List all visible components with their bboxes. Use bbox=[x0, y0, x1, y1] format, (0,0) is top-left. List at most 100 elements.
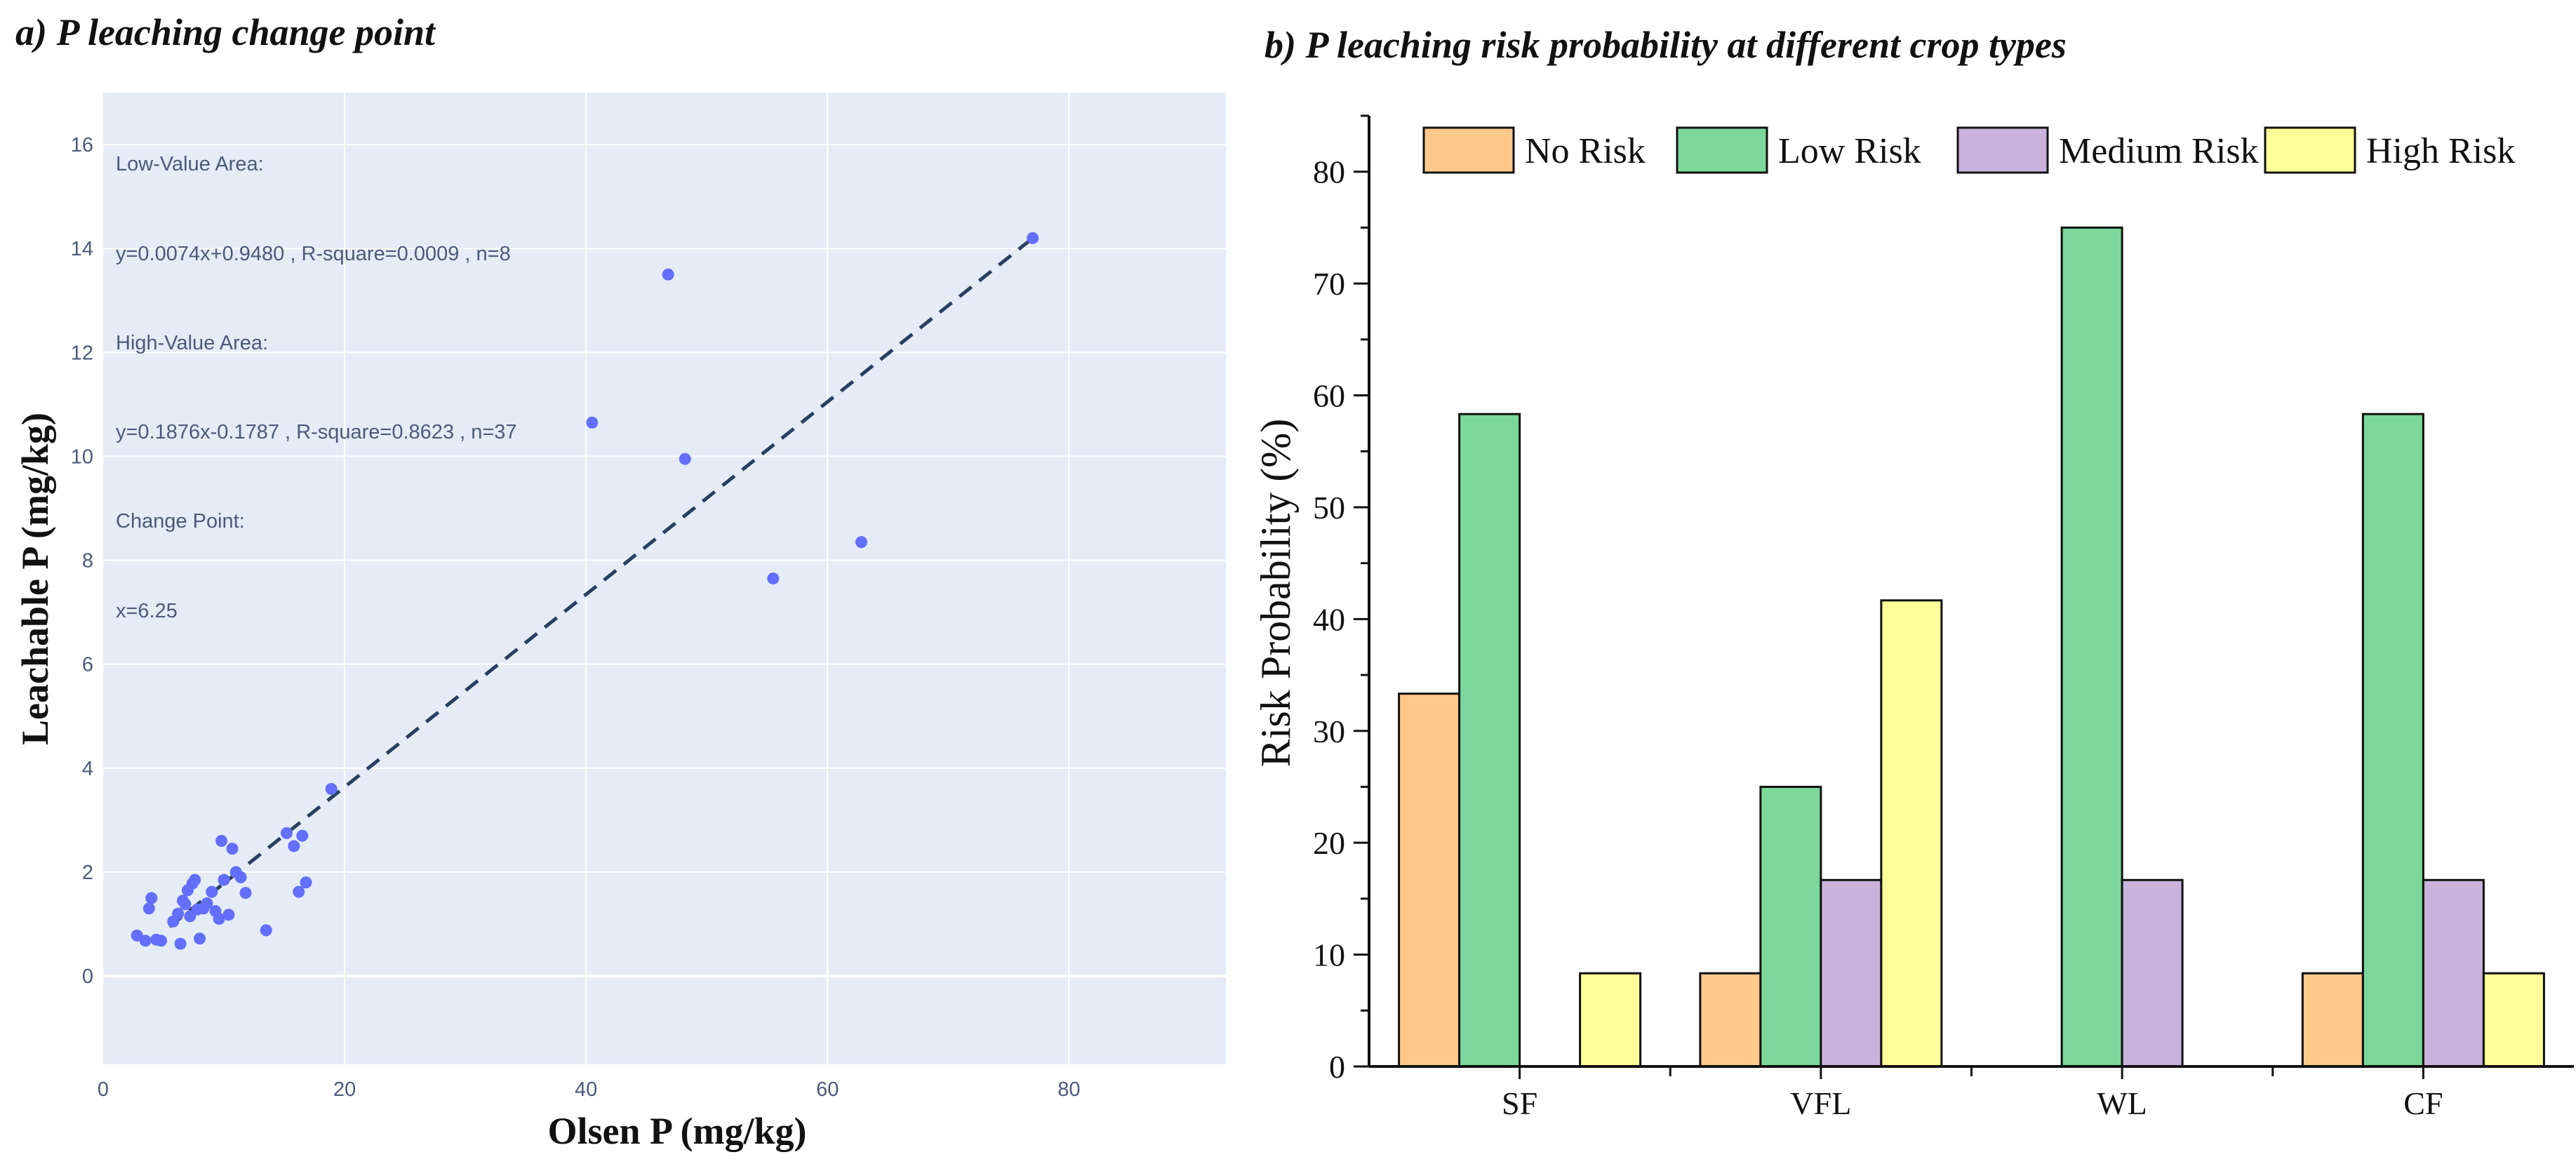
panel-b: b) P leaching risk probability at differ… bbox=[1253, 24, 2574, 1121]
x-tick-label-a: 0 bbox=[98, 1078, 109, 1101]
legend-label-medium-risk: Medium Risk bbox=[2059, 131, 2259, 171]
bar-medium-risk bbox=[1820, 878, 1883, 1068]
x-tick-label-b: WL bbox=[2097, 1085, 2147, 1121]
scatter-point bbox=[234, 871, 247, 883]
y-tick-label-a: 10 bbox=[71, 446, 93, 468]
y-tick-label-a: 14 bbox=[71, 238, 93, 260]
scatter-point bbox=[145, 892, 158, 904]
plot-a-gridlines bbox=[103, 93, 1226, 1064]
legend-label-low-risk: Low Risk bbox=[1778, 131, 1921, 171]
y-tick-label-a: 0 bbox=[82, 965, 93, 988]
legend-label-no-risk: No Risk bbox=[1525, 131, 1646, 171]
bar-no-risk bbox=[1398, 692, 1461, 1068]
scatter-point bbox=[174, 937, 187, 950]
fit-line bbox=[168, 236, 1034, 928]
scatter-point bbox=[222, 909, 235, 921]
scatter-point bbox=[189, 874, 201, 886]
y-tick-label-b: 0 bbox=[1329, 1049, 1345, 1085]
y-tick-label-a: 12 bbox=[71, 342, 93, 364]
x-tick-label-b: VFL bbox=[1790, 1085, 1851, 1121]
legend: No Risk Low Risk Medium Risk High Risk bbox=[1422, 126, 2515, 174]
y-tick-label-b: 10 bbox=[1313, 937, 1345, 973]
scatter-point bbox=[296, 829, 309, 842]
scatter-point bbox=[139, 935, 152, 947]
legend-swatch-medium-risk bbox=[1956, 126, 2049, 174]
y-tick-label-a: 2 bbox=[82, 862, 93, 884]
scatter-point bbox=[213, 913, 225, 925]
panel-a: a) P leaching change point 0 20 40 60 80 0 2 4 6… bbox=[14, 11, 1226, 1152]
y-tick-label-b: 30 bbox=[1313, 714, 1345, 749]
scatter-point bbox=[293, 885, 305, 898]
scatter-point bbox=[662, 268, 674, 281]
bar-low-risk bbox=[2361, 413, 2424, 1068]
bar-high-risk bbox=[1880, 599, 1943, 1068]
scatter-point bbox=[325, 782, 338, 795]
scatter-point bbox=[855, 536, 867, 549]
bar-no-risk bbox=[2301, 972, 2364, 1068]
bar-medium-risk bbox=[2422, 878, 2485, 1068]
x-tick-label-b: SF bbox=[1502, 1085, 1537, 1121]
x-axis-title-a: Olsen P (mg/kg) bbox=[547, 1110, 806, 1152]
change-point-label: Change Point: bbox=[116, 510, 245, 533]
scatter-point bbox=[201, 897, 213, 909]
bar-low-risk bbox=[2060, 226, 2123, 1068]
scatter-point bbox=[260, 924, 272, 937]
y-tick-label-a: 4 bbox=[82, 758, 93, 780]
bar-low-risk bbox=[1458, 413, 1521, 1068]
x-tick-label-a: 60 bbox=[816, 1078, 839, 1101]
scatter-point bbox=[767, 573, 780, 584]
bar-high-risk bbox=[2482, 972, 2545, 1068]
scatter-point bbox=[288, 840, 300, 852]
y-tick-label-a: 6 bbox=[82, 654, 93, 676]
scatter-point bbox=[281, 827, 293, 839]
scatter-point bbox=[300, 876, 312, 889]
scatter-point bbox=[206, 885, 218, 898]
bar-high-risk bbox=[1579, 972, 1642, 1068]
x-tick-label-b: CF bbox=[2403, 1085, 2443, 1121]
scatter-point bbox=[215, 835, 228, 848]
bar-no-risk bbox=[1699, 972, 1762, 1068]
low-value-equation: y=0.0074x+0.9480 , R-square=0.0009 , n=8 bbox=[116, 243, 511, 265]
y-axis-title-b: Risk Probability (%) bbox=[1253, 419, 1299, 768]
legend-swatch-no-risk bbox=[1422, 126, 1515, 174]
scatter-point bbox=[172, 907, 185, 920]
scatter-point bbox=[155, 935, 168, 947]
y-tick-label-a: 16 bbox=[71, 134, 93, 156]
scatter-point bbox=[239, 887, 252, 899]
plot-a-ticks: 0 20 40 60 80 0 2 4 6 8 10 12 14 16 bbox=[71, 134, 1081, 1101]
plot-b-axes: SF VFL WL CF 0 10 20 30 40 50 60 70 80 bbox=[1313, 114, 2574, 1121]
scatter-point bbox=[679, 453, 691, 465]
high-value-label: High-Value Area: bbox=[116, 332, 268, 354]
y-tick-label-b: 20 bbox=[1313, 825, 1345, 861]
scatter-point bbox=[194, 932, 206, 945]
change-point-value: x=6.25 bbox=[116, 600, 178, 622]
y-tick-label-b: 40 bbox=[1313, 601, 1345, 637]
panel-b-title: b) P leaching risk probability at differ… bbox=[1264, 24, 2067, 66]
plot-a-background bbox=[103, 93, 1226, 1064]
high-value-equation: y=0.1876x-0.1787 , R-square=0.8623 , n=3… bbox=[116, 421, 517, 443]
scatter-point bbox=[179, 898, 192, 911]
scatter-point bbox=[142, 902, 155, 915]
scatter-point bbox=[586, 416, 599, 429]
y-axis-title-a: Leachable P (mg/kg) bbox=[14, 413, 56, 745]
panel-a-title: a) P leaching change point bbox=[15, 11, 436, 53]
low-value-label: Low-Value Area: bbox=[116, 153, 264, 175]
y-tick-label-b: 60 bbox=[1313, 378, 1345, 414]
legend-label-high-risk: High Risk bbox=[2366, 131, 2515, 171]
y-tick-label-b: 50 bbox=[1313, 490, 1345, 526]
y-tick-label-b: 70 bbox=[1313, 266, 1345, 302]
bar-groups bbox=[1398, 226, 2545, 1068]
x-tick-label-a: 40 bbox=[575, 1078, 597, 1101]
scatter-point bbox=[218, 874, 230, 886]
legend-swatch-low-risk bbox=[1676, 126, 1768, 174]
scatter-point bbox=[226, 843, 239, 855]
x-tick-label-a: 80 bbox=[1057, 1078, 1080, 1101]
y-tick-label-a: 8 bbox=[82, 550, 93, 573]
bar-low-risk bbox=[1759, 785, 1822, 1068]
legend-swatch-high-risk bbox=[2264, 126, 2356, 174]
bar-medium-risk bbox=[2121, 878, 2184, 1068]
scatter-points bbox=[131, 232, 1039, 950]
y-tick-label-b: 80 bbox=[1313, 154, 1345, 190]
x-tick-label-a: 20 bbox=[333, 1078, 356, 1101]
